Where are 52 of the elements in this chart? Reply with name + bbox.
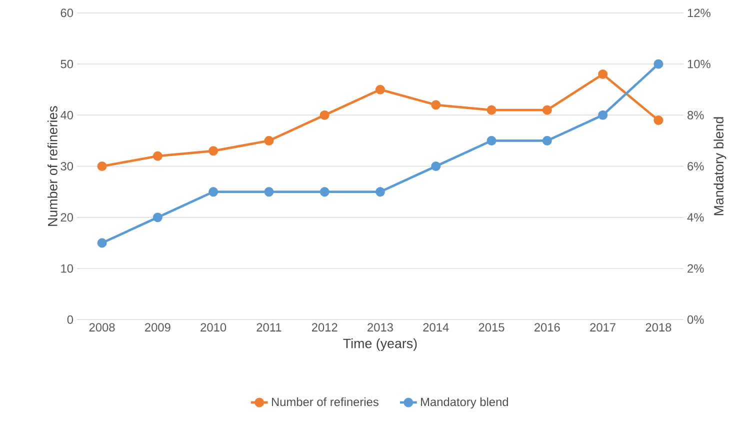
y-tick-label: 30 xyxy=(60,162,74,171)
x-tick-label: 2013 xyxy=(368,323,393,332)
point xyxy=(320,110,330,120)
point xyxy=(486,105,496,115)
x-tick-label: 2012 xyxy=(312,323,338,332)
point xyxy=(208,187,218,197)
y2-tick-label: 0% xyxy=(687,316,704,324)
x-tick-label: 2009 xyxy=(145,323,170,332)
point xyxy=(431,162,441,172)
x-tick-label: 2016 xyxy=(534,323,560,332)
point xyxy=(542,105,552,115)
point xyxy=(654,59,664,69)
x-tick-label: 2010 xyxy=(200,323,226,332)
y-axis-title: Number of refineries xyxy=(48,106,58,226)
y2-tick-label: 10% xyxy=(688,60,710,68)
y2-tick-label: 12% xyxy=(688,8,710,18)
x-axis-title: Time (years) xyxy=(343,338,417,352)
point xyxy=(264,187,274,197)
point xyxy=(431,100,441,110)
y2-axis-title: Mandatory blend xyxy=(714,117,726,216)
x-tick-label: 2014 xyxy=(423,323,449,332)
x-tick-label: 2011 xyxy=(256,323,282,332)
point xyxy=(542,136,552,146)
y2-tick-label: 4% xyxy=(687,213,704,222)
point xyxy=(208,146,218,156)
x-tick-label: 2018 xyxy=(646,323,672,332)
legend-label: Mandatory blend xyxy=(421,398,508,409)
point xyxy=(486,136,496,146)
point xyxy=(264,136,274,146)
y-tick-label: 60 xyxy=(60,8,74,18)
y2-tick-label: 2% xyxy=(688,264,704,273)
legend-label: Number of refineries xyxy=(272,398,378,406)
y-tick-label: 0 xyxy=(67,316,74,324)
point xyxy=(598,110,608,120)
point xyxy=(375,187,386,197)
point xyxy=(320,187,330,197)
point xyxy=(375,84,385,94)
y2-tick-label: 8% xyxy=(688,111,704,120)
point xyxy=(598,70,608,80)
point xyxy=(97,238,107,248)
x-tick-label: 2017 xyxy=(590,323,616,332)
y-tick-label: 20 xyxy=(60,213,74,222)
x-tick-label: 2015 xyxy=(478,323,504,332)
point xyxy=(152,212,162,222)
point xyxy=(152,151,162,161)
point xyxy=(97,162,107,172)
x-tick-label: 2008 xyxy=(89,323,115,332)
y-tick-label: 40 xyxy=(60,111,74,120)
y-tick-label: 50 xyxy=(60,60,74,68)
y-tick-label: 10 xyxy=(61,264,74,273)
point xyxy=(654,116,664,126)
y2-tick-label: 6% xyxy=(688,162,704,171)
